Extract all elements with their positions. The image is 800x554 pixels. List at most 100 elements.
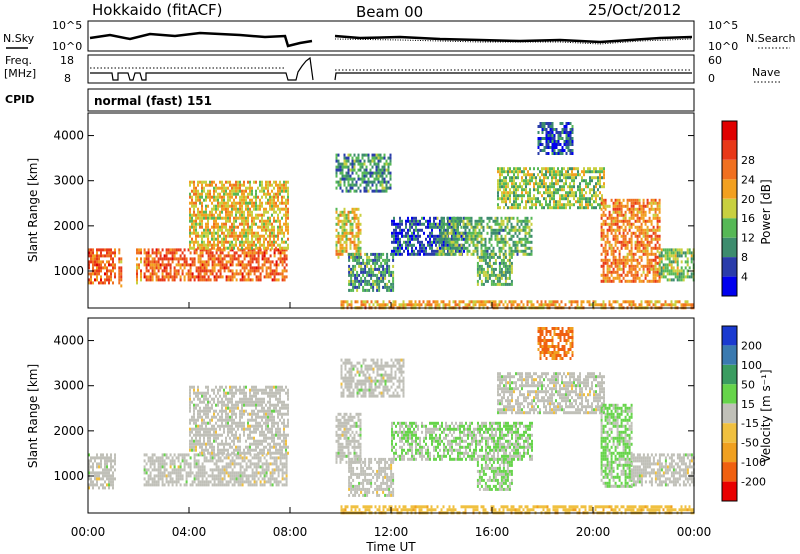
power-cell xyxy=(259,240,261,244)
power-cell xyxy=(478,258,481,262)
power-cell xyxy=(223,266,226,270)
power-cell xyxy=(464,246,467,250)
power-cell xyxy=(499,179,501,183)
velocity-cell xyxy=(90,483,92,487)
power-cell xyxy=(498,264,501,268)
power-cell xyxy=(646,255,649,259)
power-cell xyxy=(565,206,567,210)
power-cell xyxy=(277,278,280,282)
power-cell xyxy=(197,180,199,184)
power-cell xyxy=(600,273,603,277)
power-cell xyxy=(211,237,213,241)
power-cell xyxy=(251,219,253,223)
power-cell xyxy=(445,237,447,241)
power-cell xyxy=(511,203,513,207)
power-cell xyxy=(405,246,407,250)
power-cell xyxy=(547,170,549,174)
power-cell xyxy=(219,192,221,196)
power-cell xyxy=(339,165,342,169)
power-cell xyxy=(648,210,651,214)
power-cell xyxy=(243,263,246,267)
power-cell xyxy=(352,285,355,289)
power-cell xyxy=(201,243,203,247)
power-cell xyxy=(379,183,382,187)
power-cell xyxy=(354,255,357,259)
power-cell xyxy=(526,231,529,235)
power-cell xyxy=(189,263,192,267)
power-cell xyxy=(425,246,427,250)
power-cell xyxy=(666,303,669,307)
power-cell xyxy=(523,188,525,192)
power-cell xyxy=(283,186,285,190)
power-cell xyxy=(413,234,415,238)
power-cell xyxy=(269,275,272,279)
power-cell xyxy=(454,246,457,250)
power-cell xyxy=(395,231,397,235)
power-cell xyxy=(219,216,221,220)
power-cell xyxy=(279,225,281,229)
power-cell xyxy=(385,162,388,166)
power-cell xyxy=(147,260,150,264)
power-cell xyxy=(650,267,653,271)
power-cell xyxy=(219,251,222,255)
power-cell xyxy=(600,222,603,226)
power-cell xyxy=(140,275,142,279)
power-cell xyxy=(213,263,216,267)
power-cell xyxy=(209,251,212,255)
power-cell xyxy=(189,192,191,196)
power-cell xyxy=(593,191,595,195)
power-cell xyxy=(439,219,441,223)
power-cell xyxy=(431,243,433,247)
power-cell xyxy=(233,254,236,258)
power-cell xyxy=(419,243,421,247)
power-cell xyxy=(520,222,523,226)
power-cell xyxy=(367,171,370,175)
power-cell xyxy=(632,279,635,283)
power-cell xyxy=(490,249,493,253)
velocity-cell xyxy=(169,462,172,466)
velocity-cell xyxy=(110,483,112,487)
power-cell xyxy=(229,180,231,184)
power-cell xyxy=(541,203,543,207)
power-cell xyxy=(579,194,581,198)
power-cell xyxy=(506,267,509,271)
power-cell xyxy=(261,180,263,184)
power-cell xyxy=(110,257,112,261)
power-colorbar-swatch xyxy=(722,218,737,238)
power-cell xyxy=(221,222,223,226)
power-cell xyxy=(442,249,445,253)
power-cell xyxy=(440,237,443,241)
power-cell xyxy=(492,270,495,274)
power-cell xyxy=(199,180,201,184)
power-cell xyxy=(92,248,94,252)
power-cell xyxy=(143,275,146,279)
power-cell xyxy=(381,156,384,160)
power-cell xyxy=(476,273,479,277)
velocity-cell xyxy=(157,462,160,466)
power-cell xyxy=(595,170,597,174)
power-cell xyxy=(525,191,527,195)
power-cell xyxy=(440,240,443,244)
power-cell xyxy=(409,237,411,241)
power-cell xyxy=(273,231,275,235)
power-cell xyxy=(251,266,254,270)
power-cell xyxy=(567,146,570,149)
power-cell xyxy=(159,257,162,261)
power-cell xyxy=(355,234,358,238)
power-cell xyxy=(421,222,423,226)
power-cell xyxy=(269,254,272,258)
power-cell xyxy=(622,300,625,304)
power-cell xyxy=(140,257,142,261)
velocity-cell xyxy=(114,468,116,472)
power-cell xyxy=(656,237,659,241)
power-cell xyxy=(209,240,211,244)
power-cell xyxy=(424,303,427,307)
power-cell xyxy=(547,191,549,195)
power-cell xyxy=(417,249,419,253)
power-cell xyxy=(366,288,369,292)
power-cell xyxy=(389,174,392,178)
power-cell xyxy=(259,246,261,250)
power-cell xyxy=(347,231,350,235)
power-cell xyxy=(545,143,548,146)
power-cell xyxy=(223,183,225,187)
